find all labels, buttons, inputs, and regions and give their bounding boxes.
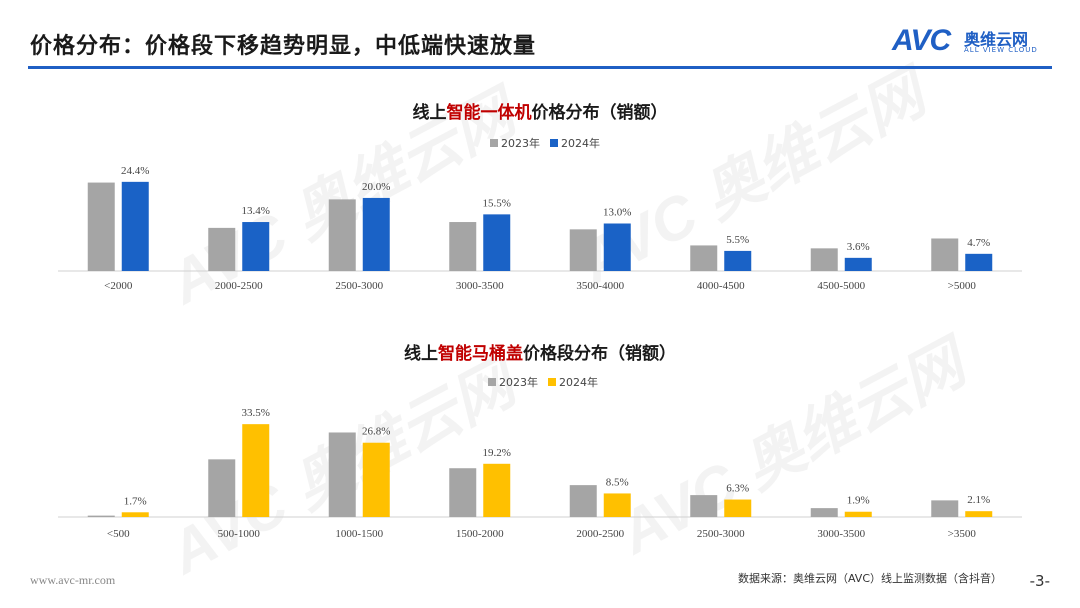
x-tick-label: 2000-2500 (576, 528, 624, 540)
header-rule (28, 66, 1052, 69)
brand-logo: AVC 奥维云网 ALL VIEW CLOUD (892, 24, 1052, 58)
page-number: -3- (1029, 572, 1050, 590)
bar-2023 (208, 459, 236, 517)
data-label: 13.4% (242, 205, 270, 217)
data-label: 19.2% (483, 447, 511, 459)
legend-swatch-gray (488, 378, 496, 386)
x-tick-label: 2000-2500 (215, 280, 263, 292)
bar-2023 (449, 468, 477, 517)
x-tick-label: 2500-3000 (335, 280, 383, 292)
bar-2024 (724, 250, 752, 271)
x-tick-label: 4500-5000 (817, 280, 865, 292)
data-label: 26.8% (362, 426, 390, 438)
x-tick-label: >5000 (948, 280, 977, 292)
data-label: 4.7% (967, 237, 990, 249)
footer-url[interactable]: www.avc-mr.com (30, 573, 116, 587)
bar-2024 (483, 463, 511, 517)
bar-2023 (690, 495, 718, 517)
brand-logo-mark: AVC (892, 24, 951, 57)
x-tick-label: 1500-2000 (456, 528, 504, 540)
bar-2023 (931, 238, 959, 271)
x-tick-label: 3000-3500 (817, 528, 865, 540)
brand-name-cn: 奥维云网 (964, 30, 1029, 49)
data-label: 13.0% (603, 207, 631, 219)
x-tick-label: 3000-3500 (456, 280, 504, 292)
x-tick-label: <500 (107, 528, 130, 540)
brand-name-en: ALL VIEW CLOUD (964, 46, 1038, 54)
bar-2023 (328, 432, 356, 517)
chart1-title-prefix: 线上 (412, 103, 447, 123)
x-tick-label: <2000 (104, 280, 133, 292)
bar-2023 (810, 508, 838, 517)
data-label: 1.9% (847, 495, 870, 507)
x-tick-label: 4000-4500 (697, 280, 745, 292)
footer-source: 数据来源：奥维云网（AVC）线上监测数据（含抖音） (737, 572, 1002, 585)
chart2-legend: 2023年 2024年 (488, 374, 598, 390)
bar-2024 (965, 511, 993, 517)
bar-2024 (242, 222, 270, 271)
chart1-legend: 2023年 2024年 (490, 135, 600, 151)
chart2-title-prefix: 线上 (404, 344, 438, 364)
bar-2023 (931, 500, 959, 517)
x-tick-label: 3500-4000 (576, 280, 624, 292)
bar-2024 (603, 223, 631, 271)
data-label: 2.1% (967, 494, 990, 506)
bar-2023 (87, 515, 115, 517)
bar-2024 (603, 493, 631, 517)
data-label: 5.5% (726, 234, 749, 246)
chart1-legend-2024: 2024年 (550, 135, 600, 151)
data-label: 1.7% (124, 495, 147, 507)
chart1-legend-2023: 2023年 (490, 135, 540, 151)
chart1-plot: 24.4% <2000 13.4% 2000-2500 20.0% 2500-3000 15… (58, 165, 1022, 292)
data-label: 24.4% (121, 165, 149, 177)
legend-label: 2023年 (499, 376, 538, 389)
bar-2023 (569, 229, 597, 271)
bar-2023 (208, 227, 236, 271)
bar-2023 (87, 182, 115, 271)
bar-2023 (328, 199, 356, 271)
x-tick-label: 500-1000 (218, 528, 261, 540)
bar-2023 (569, 485, 597, 517)
bar-2024 (483, 214, 511, 271)
chart2-title-highlight: 智能马桶盖 (438, 344, 523, 364)
legend-label: 2024年 (561, 137, 600, 150)
chart1-title-highlight: 智能一体机 (446, 103, 532, 123)
x-tick-label: >3500 (948, 528, 977, 540)
bar-2023 (449, 222, 477, 271)
legend-swatch-blue (550, 139, 558, 147)
bar-2024 (242, 424, 270, 517)
chart2-plot: 1.7% <500 33.5% 500-1000 26.8% 1000-1500 19.2%… (58, 407, 1022, 540)
bar-2024 (121, 512, 149, 517)
legend-label: 2024年 (559, 376, 598, 389)
data-label: 15.5% (483, 197, 511, 209)
bar-2024 (121, 181, 149, 271)
bar-2023 (690, 245, 718, 271)
data-label: 8.5% (606, 476, 629, 488)
chart2-title-suffix: 价格段分布（销额） (523, 344, 676, 364)
bar-2024 (844, 511, 872, 517)
x-tick-label: 1000-1500 (335, 528, 383, 540)
data-label: 3.6% (847, 241, 870, 253)
page-title: 价格分布：价格段下移趋势明显，中低端快速放量 (30, 34, 537, 59)
chart2-title: 线上智能马桶盖价格段分布（销额） (0, 339, 1080, 364)
x-tick-label: 2500-3000 (697, 528, 745, 540)
chart2-legend-2023: 2023年 (488, 374, 538, 390)
data-label: 33.5% (242, 407, 270, 419)
bar-2024 (362, 197, 390, 271)
chart1-title-suffix: 价格分布（销额） (531, 103, 668, 123)
bar-2024 (965, 253, 993, 271)
bar-2023 (810, 248, 838, 271)
chart2-legend-2024: 2024年 (548, 374, 598, 390)
legend-swatch-yellow (548, 378, 556, 386)
bar-2024 (362, 442, 390, 517)
legend-label: 2023年 (501, 137, 540, 150)
bar-2024 (844, 257, 872, 271)
legend-swatch-gray (490, 139, 498, 147)
data-label: 6.3% (726, 483, 749, 495)
chart1-title: 线上智能一体机价格分布（销额） (0, 98, 1080, 123)
bar-2024 (724, 499, 752, 517)
data-label: 20.0% (362, 181, 390, 193)
